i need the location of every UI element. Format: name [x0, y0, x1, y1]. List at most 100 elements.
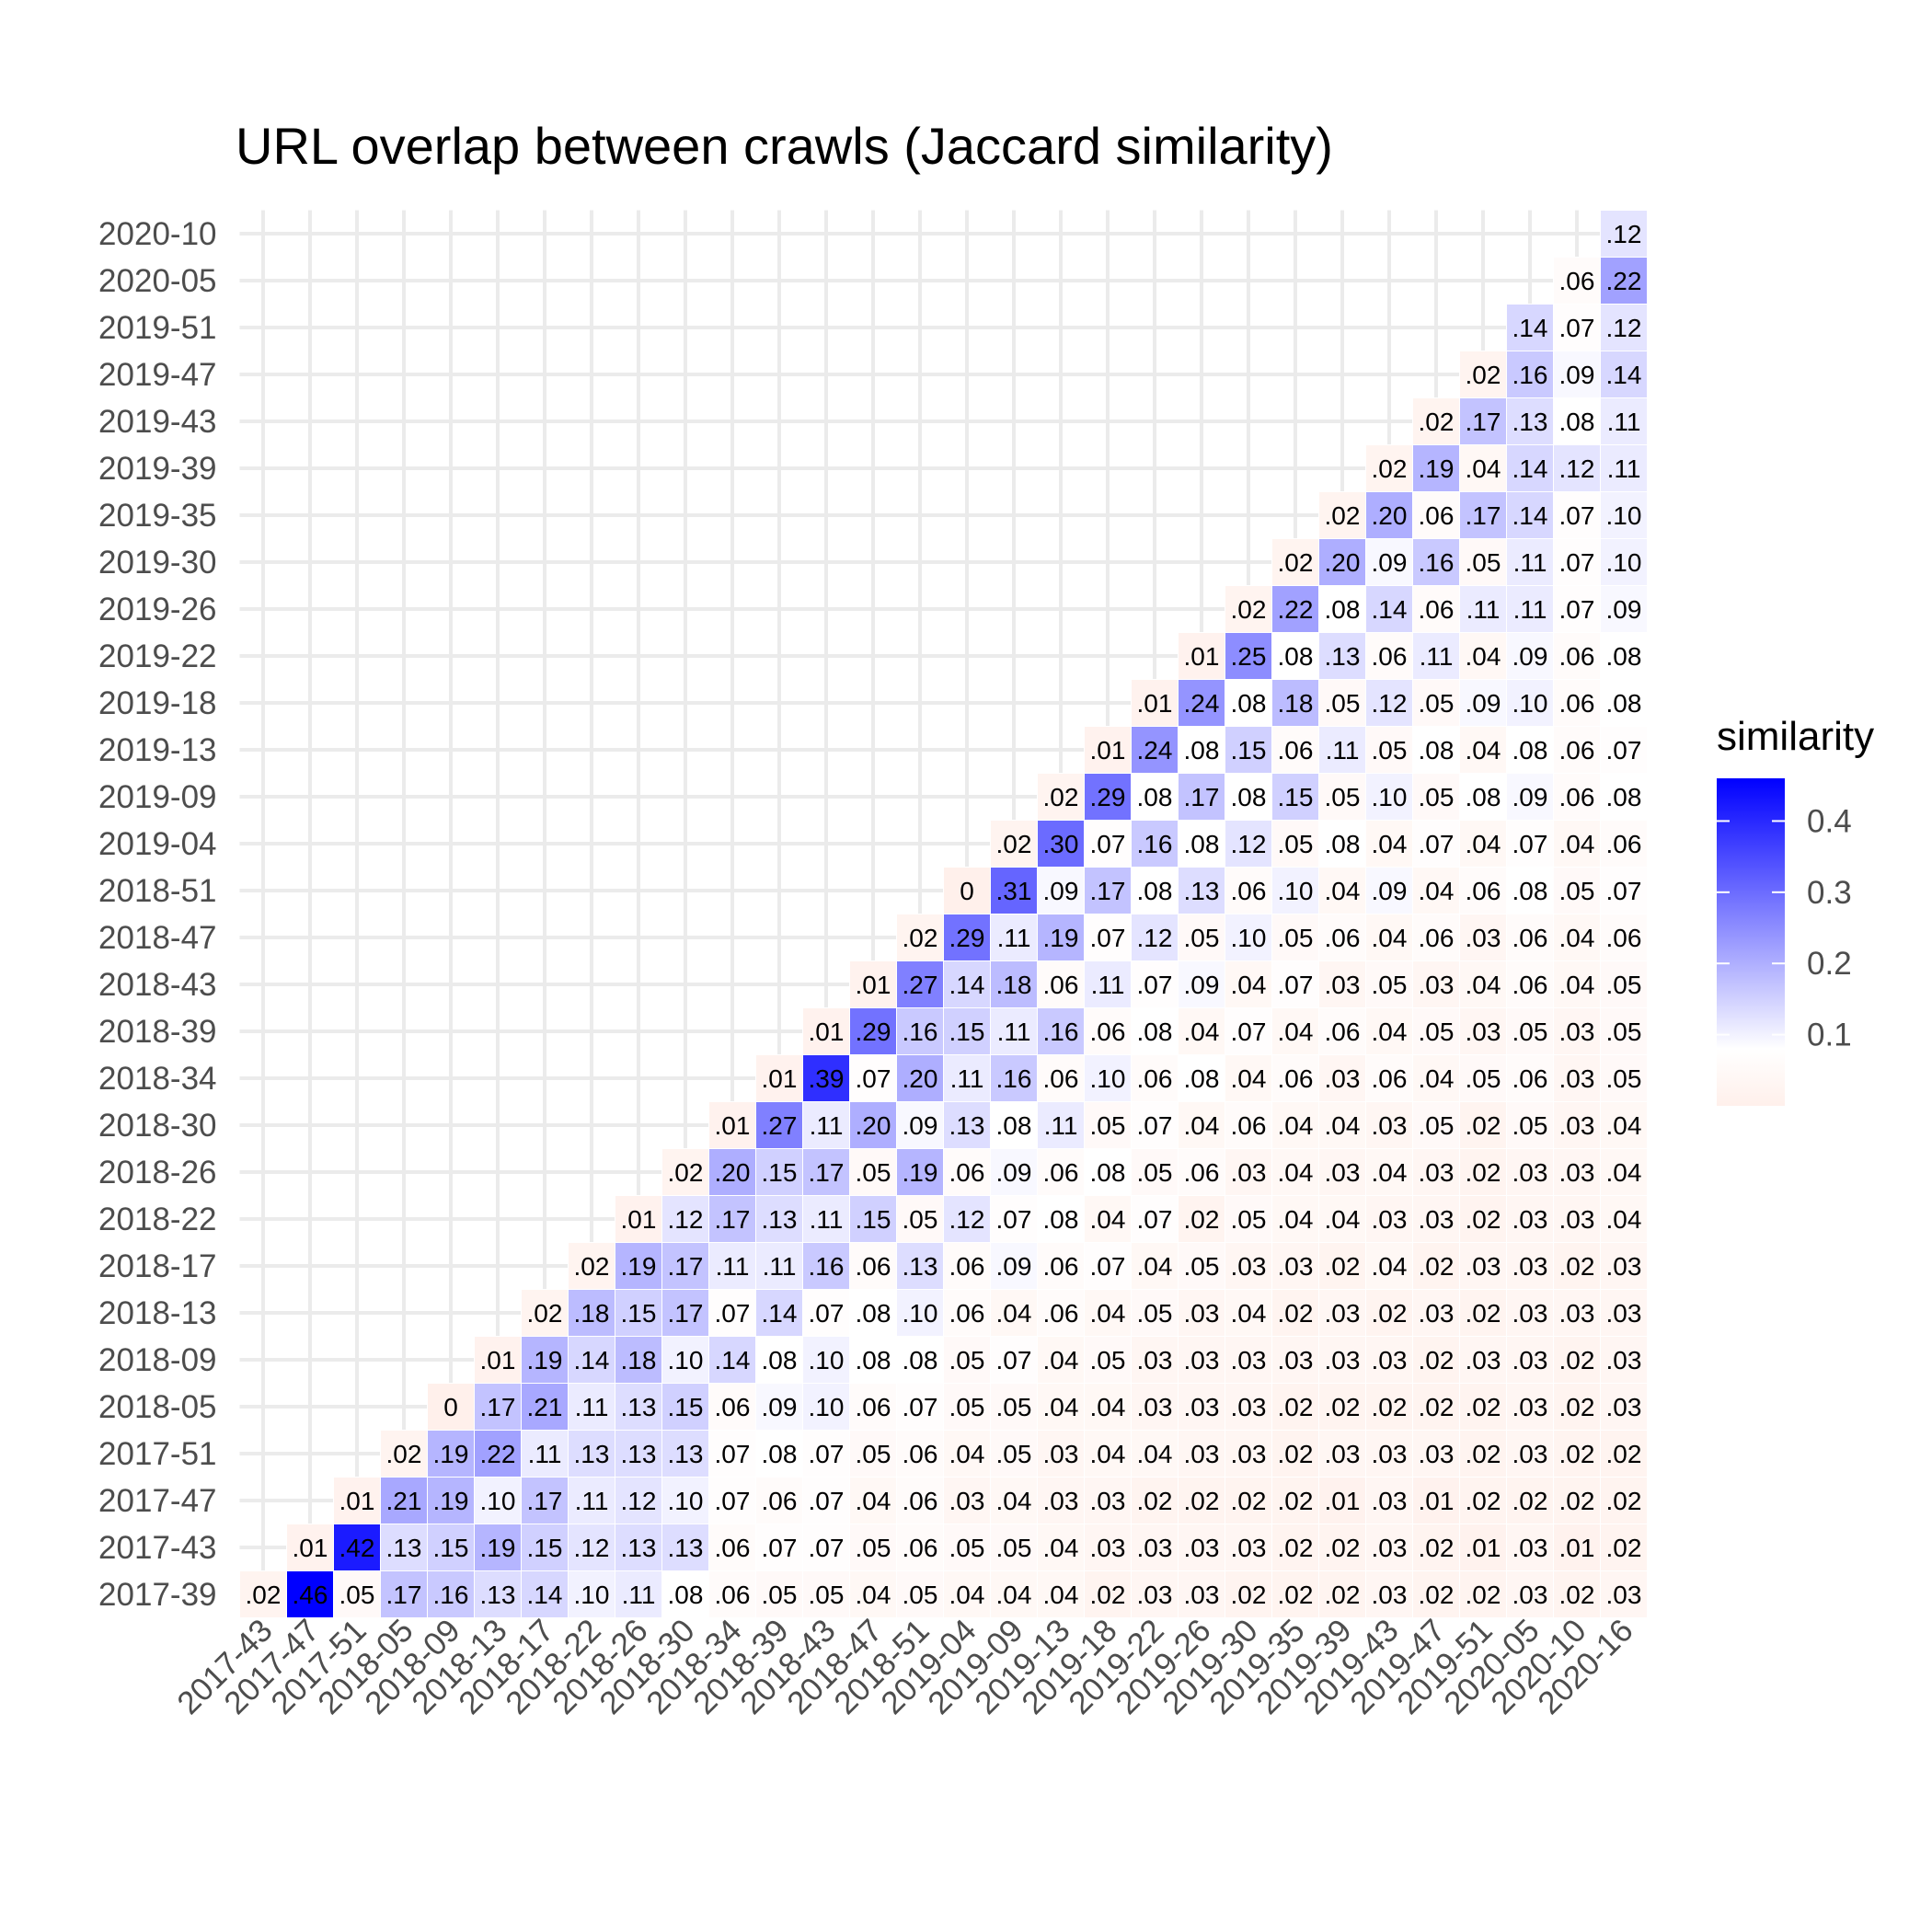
heatmap-cell	[1225, 773, 1272, 821]
heatmap-cell	[849, 1289, 897, 1337]
heatmap-cell	[1225, 1007, 1272, 1055]
cell-value-label: .17	[668, 1299, 704, 1328]
heatmap-cell	[1365, 538, 1413, 586]
cell-value-label: .10	[1231, 924, 1267, 952]
cell-value-label: .04	[1559, 971, 1595, 999]
heatmap-cell	[615, 1336, 662, 1384]
cell-value-label: .02	[1419, 1534, 1455, 1562]
heatmap-cell	[1600, 1195, 1648, 1243]
cell-value-label: .06	[1512, 924, 1548, 952]
cell-value-label: .05	[949, 1534, 985, 1562]
heatmap-cell	[1037, 1336, 1085, 1384]
cell-value-label: .04	[1090, 1393, 1126, 1421]
cell-value-label: .02	[386, 1440, 422, 1468]
heatmap-cell	[1600, 1101, 1648, 1149]
cell-value-label: .03	[1090, 1534, 1126, 1562]
cell-value-label: .22	[1606, 267, 1642, 295]
heatmap-cell	[474, 1383, 522, 1431]
cell-value-label: .03	[1512, 1581, 1548, 1609]
y-tick-label: 2017-51	[98, 1436, 216, 1472]
heatmap-cell	[896, 1148, 944, 1196]
heatmap-cell	[1131, 679, 1179, 727]
heatmap-cell	[1084, 1430, 1132, 1478]
cell-value-label: .07	[1606, 736, 1642, 765]
heatmap-cell	[1365, 1477, 1413, 1524]
heatmap-cell	[1318, 1383, 1366, 1431]
cell-value-label: .15	[949, 1018, 985, 1046]
cell-value-label: .04	[1231, 971, 1267, 999]
cell-value-label: .06	[1137, 1064, 1173, 1093]
cell-value-label: .02	[1512, 1487, 1548, 1515]
cell-value-label: .03	[1278, 1252, 1314, 1281]
cell-value-label: .07	[996, 1205, 1032, 1234]
cell-value-label: .13	[1325, 642, 1361, 671]
heatmap-cell	[1318, 1289, 1366, 1337]
cell-value-label: .03	[1184, 1534, 1220, 1562]
cell-value-label: .27	[762, 1111, 798, 1140]
heatmap-cell	[1459, 1289, 1507, 1337]
cell-value-label: .21	[386, 1487, 422, 1515]
heatmap-cell	[1459, 538, 1507, 586]
cell-value-label: .03	[1466, 1252, 1501, 1281]
cell-value-label: .31	[996, 877, 1032, 905]
cell-value-label: .08	[668, 1581, 704, 1609]
heatmap-cell	[1600, 210, 1648, 258]
heatmap-cell	[1271, 1570, 1319, 1618]
cell-value-label: .13	[949, 1111, 985, 1140]
heatmap-cell	[239, 1570, 287, 1618]
heatmap-cell	[1459, 397, 1507, 445]
cell-value-label: .10	[903, 1299, 938, 1328]
cell-value-label: .12	[668, 1205, 704, 1234]
cell-value-label: .06	[1325, 924, 1361, 952]
heatmap-cell	[1271, 914, 1319, 961]
cell-value-label: .03	[1372, 1581, 1408, 1609]
cell-value-label: .05	[1512, 1018, 1548, 1046]
y-tick-label: 2018-34	[98, 1061, 216, 1097]
cell-value-label: .04	[1184, 1018, 1220, 1046]
cell-value-label: .12	[949, 1205, 985, 1234]
heatmap-cell	[802, 1007, 850, 1055]
cell-value-label: .17	[386, 1581, 422, 1609]
cell-value-label: .06	[1043, 1064, 1079, 1093]
cell-value-label: .09	[996, 1252, 1032, 1281]
heatmap-cell	[1318, 1195, 1366, 1243]
cell-value-label: .20	[1325, 548, 1361, 577]
heatmap-cell	[1600, 585, 1648, 633]
cell-value-label: .07	[856, 1064, 891, 1093]
cell-value-label: .06	[1372, 1064, 1408, 1093]
cell-value-label: .05	[1419, 689, 1455, 718]
cell-value-label: .01	[339, 1487, 375, 1515]
cell-value-label: .04	[1231, 1064, 1267, 1093]
y-axis-ticks: 2017-39 2017-43 2017-47 2017-51 2018-05 2018-…	[98, 216, 216, 1613]
cell-value-label: .05	[1512, 1111, 1548, 1140]
cell-value-label: .15	[527, 1534, 563, 1562]
heatmap-cell	[1412, 585, 1460, 633]
heatmap-cell	[1365, 1195, 1413, 1243]
cell-value-label: .12	[574, 1534, 610, 1562]
cell-value-label: .15	[856, 1205, 891, 1234]
heatmap-cell	[1600, 351, 1648, 398]
heatmap-cell	[1553, 1195, 1601, 1243]
cell-value-label: .13	[480, 1581, 516, 1609]
cell-value-label: .06	[856, 1252, 891, 1281]
cell-value-label: .03	[1559, 1111, 1595, 1140]
heatmap-cell	[1225, 1570, 1272, 1618]
cell-value-label: .18	[1278, 689, 1314, 718]
cell-value-label: .12	[1372, 689, 1408, 718]
cell-value-label: .19	[433, 1487, 469, 1515]
heatmap-cell	[1178, 1430, 1225, 1478]
heatmap-cell	[1506, 1148, 1554, 1196]
cell-value-label: .08	[1559, 408, 1595, 436]
cell-value-label: .11	[1513, 548, 1547, 577]
heatmap-cell	[1084, 726, 1132, 774]
heatmap-cell	[1131, 1054, 1179, 1102]
heatmap-cell	[755, 1336, 803, 1384]
cell-value-label: .04	[1137, 1440, 1173, 1468]
cell-value-label: .06	[949, 1252, 985, 1281]
cell-value-label: .12	[1606, 220, 1642, 248]
cell-value-label: .04	[1466, 736, 1501, 765]
cell-value-label: .06	[1559, 267, 1595, 295]
cell-value-label: .06	[1559, 783, 1595, 811]
cell-value-label: .09	[1043, 877, 1079, 905]
heatmap-cell	[1600, 1242, 1648, 1290]
